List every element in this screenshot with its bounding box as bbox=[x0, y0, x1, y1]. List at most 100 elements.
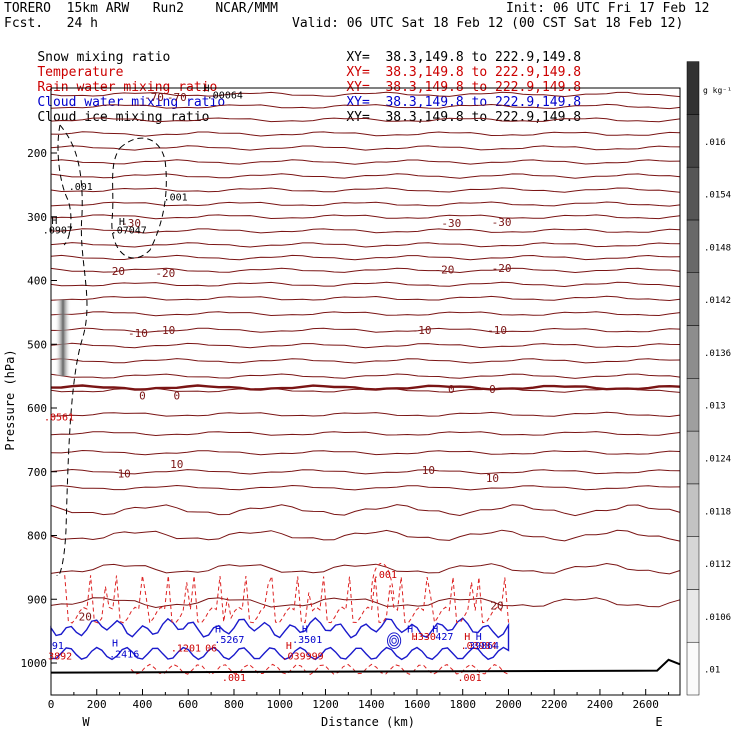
isotherm-label: 10 bbox=[486, 472, 499, 485]
field-label: .001 bbox=[458, 673, 482, 684]
field-label: H bbox=[119, 217, 125, 228]
isotherm-label: -30 bbox=[121, 217, 141, 230]
plot-frame bbox=[50, 87, 681, 696]
x-tick-label: 1800 bbox=[449, 698, 476, 711]
terrain-line bbox=[50, 658, 681, 674]
field-label: .001 bbox=[222, 673, 246, 684]
isotherm-line bbox=[50, 145, 681, 151]
temperature-isotherms bbox=[50, 91, 681, 609]
field-label: .5267 bbox=[214, 635, 244, 646]
colorbar-swatch bbox=[686, 114, 700, 168]
valid-time: Valid: 06 UTC Sat 18 Feb 12 (00 CST Sat … bbox=[292, 16, 684, 31]
legend-row-snow: Snow mixing ratio bbox=[6, 37, 170, 79]
field-label: .330 bbox=[412, 632, 436, 643]
isotherm-line bbox=[50, 327, 681, 333]
colorbar-label: .0118 bbox=[704, 507, 731, 517]
freezing-level-line bbox=[50, 384, 681, 391]
isotherm-label: -70 bbox=[167, 91, 187, 104]
isotherm-line bbox=[50, 484, 681, 491]
isotherm-line bbox=[50, 373, 681, 379]
contour-labels: -70 -70 -30 -30 -30 -20 -20 -20 -20 -10 -10 -10 -10 0… bbox=[43, 83, 512, 684]
field-label: H bbox=[476, 632, 482, 643]
x-tick-label: 2200 bbox=[541, 698, 568, 711]
isotherm-label: -10 bbox=[128, 327, 148, 340]
isotherm-line bbox=[50, 358, 681, 364]
field-label: .39864 bbox=[463, 641, 499, 652]
cloud-ice-contour bbox=[57, 124, 72, 246]
isotherm-label: -20 bbox=[434, 264, 454, 277]
isotherm-line bbox=[50, 173, 681, 179]
rain-water-contour bbox=[130, 663, 509, 676]
legend-row-cloud-water: Cloud water mixing ratio bbox=[6, 82, 225, 124]
colorbar-swatch bbox=[686, 166, 700, 221]
x-tick-label: 1400 bbox=[358, 698, 385, 711]
x-tick-label: 2600 bbox=[632, 698, 659, 711]
isotherm-label: 10 bbox=[118, 468, 131, 481]
y-tick-label: 600 bbox=[27, 402, 47, 415]
legend-label: Snow mixing ratio bbox=[37, 50, 171, 65]
isotherm-label: 10 bbox=[170, 458, 183, 471]
isotherm-line bbox=[50, 267, 681, 274]
colorbar-label: .0154 bbox=[704, 191, 731, 201]
field-label: H bbox=[215, 625, 221, 636]
isotherm-line bbox=[50, 228, 681, 234]
x-tick-label: 0 bbox=[48, 698, 55, 711]
isotherm-label: -70 bbox=[144, 91, 164, 104]
colorbar-swatch bbox=[686, 272, 700, 326]
cloud-water-core bbox=[386, 632, 402, 649]
colorbar-label: .0148 bbox=[704, 243, 731, 253]
x-tick-label: 1000 bbox=[266, 698, 293, 711]
x-axis-ticks: 0 200 400 600 800 1000 1200 1400 1600 1800 2000 220… bbox=[48, 689, 670, 711]
colorbar-swatch bbox=[686, 378, 700, 432]
y-axis-ticks: 200 300 400 500 600 700 800 900 1000 bbox=[21, 147, 57, 670]
x-tick-label: 1600 bbox=[404, 698, 431, 711]
colorbar-swatch bbox=[686, 219, 700, 273]
field-label: H bbox=[412, 632, 418, 643]
isotherm-line bbox=[50, 295, 681, 302]
isotherm-label: -10 bbox=[412, 324, 432, 337]
legend-xy-cloud-water: XY= 38.3,149.8 to 222.9,149.8 bbox=[315, 82, 581, 124]
field-label: .00064 bbox=[207, 90, 243, 101]
isotherm-line bbox=[50, 431, 681, 437]
legend-xy-snow: XY= 38.3,149.8 to 222.9,149.8 bbox=[315, 37, 581, 79]
x-tick-label: 1200 bbox=[312, 698, 339, 711]
plot-border bbox=[50, 87, 681, 696]
y-tick-label: 200 bbox=[27, 147, 47, 160]
colorbar-swatch bbox=[686, 61, 700, 115]
rain-water-contour bbox=[370, 562, 395, 600]
field-label: H bbox=[286, 641, 292, 652]
legend-label: Cloud water mixing ratio bbox=[37, 95, 226, 110]
isotherm-label: 0 bbox=[489, 383, 496, 396]
y-tick-label: 800 bbox=[27, 530, 47, 543]
isotherm-label: -30 bbox=[492, 216, 512, 229]
field-label: .0561 bbox=[44, 412, 74, 423]
y-tick-label: 700 bbox=[27, 466, 47, 479]
isotherm-label: -20 bbox=[155, 267, 175, 280]
rain-water-contour bbox=[64, 575, 509, 625]
isotherm-label: 0 bbox=[173, 389, 180, 402]
isotherm-line bbox=[50, 468, 681, 475]
init-time: Init: 06 UTC Fri 17 Feb 12 bbox=[506, 1, 710, 16]
field-label: .001 bbox=[373, 570, 397, 581]
colorbar-label: .0112 bbox=[704, 560, 731, 570]
isotherm-line bbox=[50, 562, 681, 575]
colorbar-label: .0124 bbox=[704, 454, 731, 464]
colorbar-swatch bbox=[686, 430, 700, 485]
field-label: .001 bbox=[164, 192, 188, 203]
colorbar-label: .0136 bbox=[704, 349, 731, 359]
y-tick-label: 400 bbox=[27, 275, 47, 288]
y-tick-label: 300 bbox=[27, 211, 47, 224]
cloud-water-contour bbox=[50, 617, 510, 661]
isotherm-line bbox=[50, 117, 681, 123]
field-label: .001 bbox=[69, 182, 93, 193]
cloud-water-core bbox=[389, 634, 399, 647]
x-tick-label: 600 bbox=[178, 698, 198, 711]
isotherm-label: 20 bbox=[490, 600, 503, 613]
legend-row-temperature: Temperature bbox=[6, 52, 123, 94]
moisture-fields bbox=[50, 124, 681, 676]
x-tick-label: 400 bbox=[133, 698, 153, 711]
legend-xy: XY= 38.3,149.8 to 222.9,149.8 bbox=[346, 50, 582, 65]
colorbar: .01 .0106 .0112 .0118 .0124 .013 .0136 .0142 .01… bbox=[686, 61, 731, 696]
isotherm-line bbox=[50, 504, 681, 517]
